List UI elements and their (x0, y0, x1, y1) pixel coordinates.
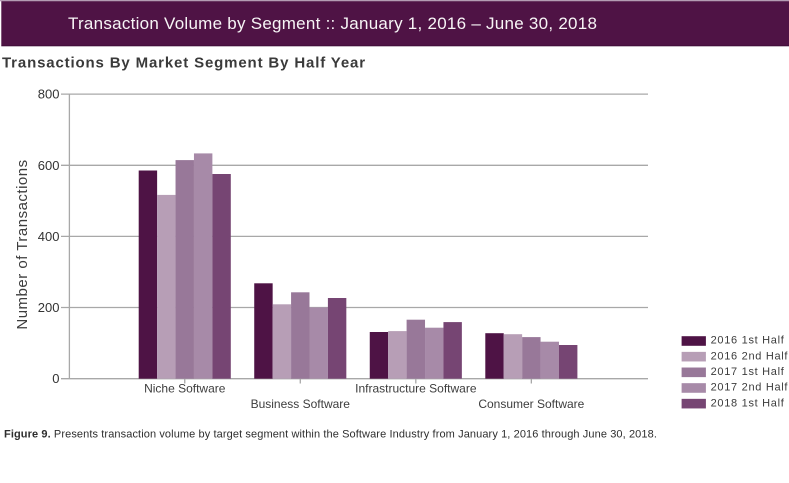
svg-text:2017 2nd Half: 2017 2nd Half (711, 382, 789, 394)
svg-text:800: 800 (38, 87, 60, 102)
svg-text:2017 1st Half: 2017 1st Half (711, 366, 785, 378)
svg-text:2018 1st Half: 2018 1st Half (711, 397, 785, 409)
svg-text:600: 600 (38, 158, 60, 173)
svg-text:Figure 9. Presents transaction: Figure 9. Presents transaction volume by… (4, 429, 657, 441)
svg-text:200: 200 (38, 300, 60, 315)
svg-text:Transaction Volume by Segment: Transaction Volume by Segment :: January… (68, 14, 597, 33)
svg-text:2016 2nd Half: 2016 2nd Half (711, 350, 789, 362)
svg-text:0: 0 (52, 371, 59, 386)
svg-text:Business Software: Business Software (251, 397, 351, 411)
svg-text:400: 400 (38, 229, 60, 244)
svg-text:Number of Transactions: Number of Transactions (14, 159, 31, 329)
svg-text:Transactions By Market Segment: Transactions By Market Segment By Half Y… (2, 55, 366, 72)
svg-text:Niche Software: Niche Software (144, 382, 226, 396)
svg-text:2016 1st Half: 2016 1st Half (711, 335, 785, 347)
svg-text:Infrastructure Software: Infrastructure Software (355, 382, 477, 396)
svg-text:Consumer Software: Consumer Software (478, 397, 584, 411)
